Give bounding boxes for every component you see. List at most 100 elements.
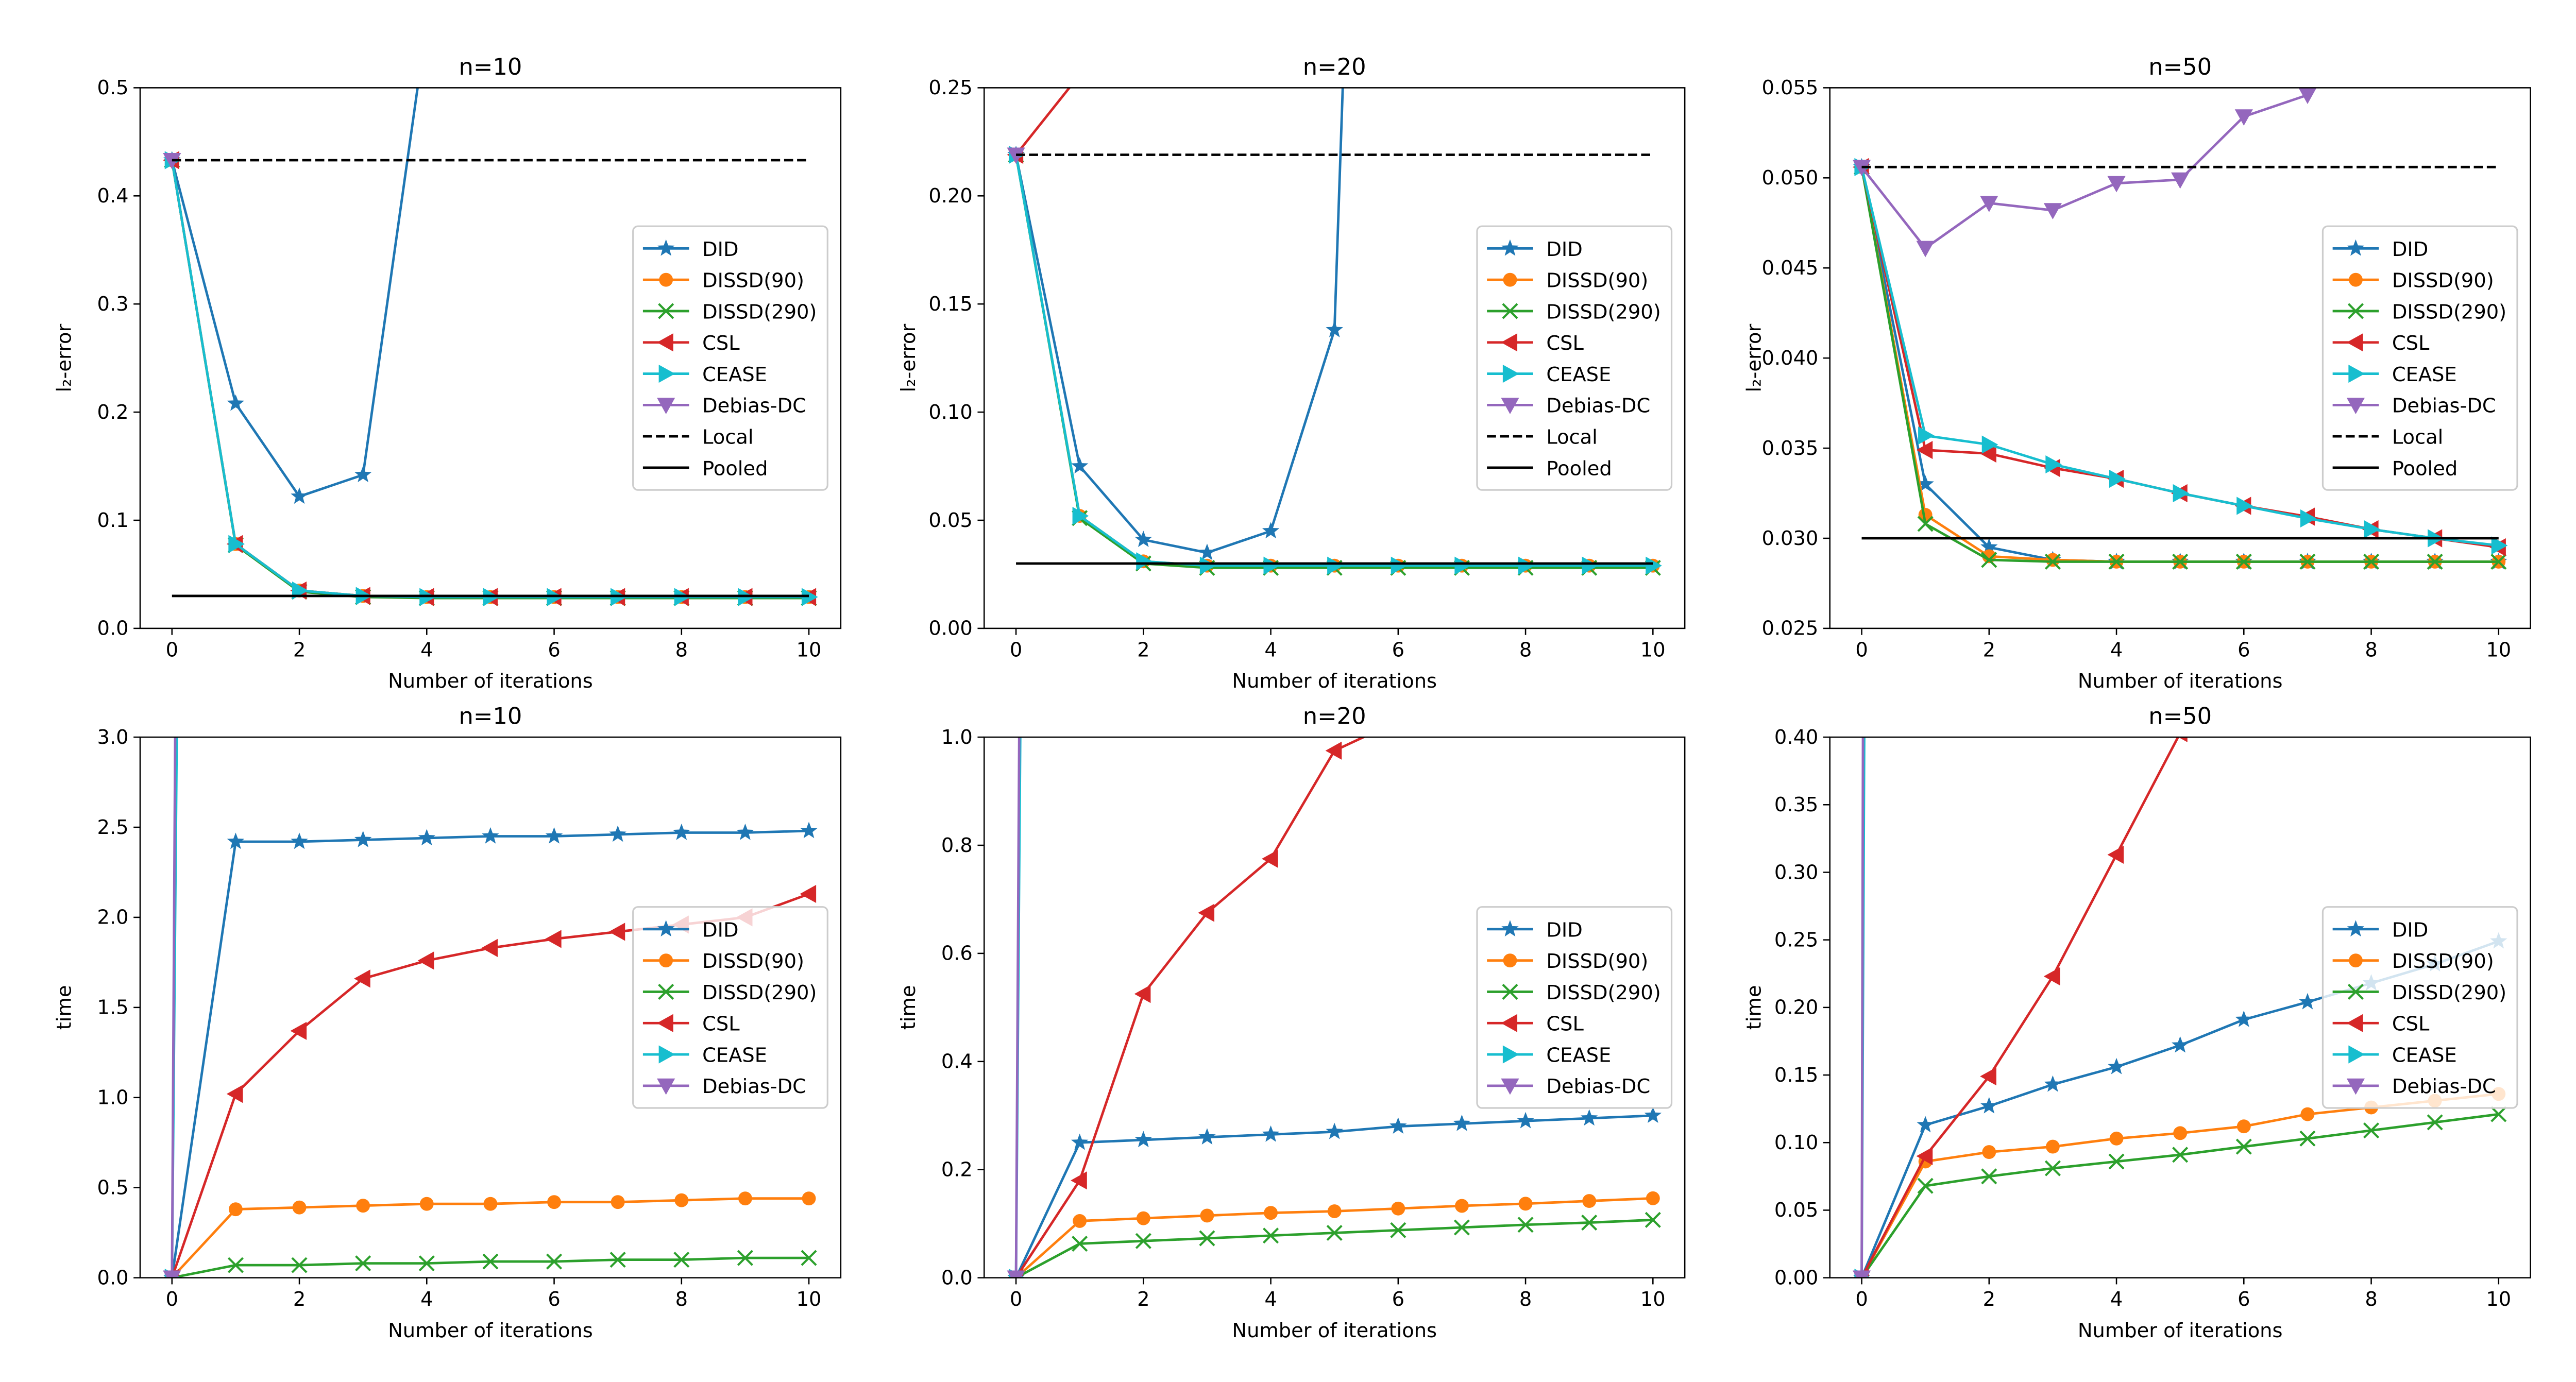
data-point	[1134, 531, 1153, 548]
data-point	[483, 1197, 498, 1211]
legend-label: CSL	[2392, 332, 2430, 355]
x-tick-label: 8	[1519, 1288, 1532, 1311]
y-tick-label: 0.20	[1774, 996, 1818, 1019]
data-point	[1327, 556, 1344, 575]
data-point	[1917, 516, 1934, 532]
data-point	[2108, 553, 2125, 570]
legend-label: Debias-DC	[1546, 1075, 1650, 1098]
x-tick-label: 2	[1137, 638, 1149, 661]
data-point	[1580, 1109, 1598, 1126]
x-axis-label: Number of iterations	[2078, 670, 2283, 693]
legend-label: DID	[702, 918, 738, 942]
legend-marker	[2346, 1014, 2363, 1032]
data-point	[1391, 556, 1408, 575]
y-tick-label: 0.25	[1774, 928, 1818, 951]
data-point	[356, 1199, 370, 1213]
data-point	[1199, 556, 1216, 575]
x-tick-label: 10	[796, 638, 822, 661]
y-tick-label: 0.2	[941, 1158, 973, 1182]
x-axis-label: Number of iterations	[1232, 670, 1437, 693]
x-tick-label: 10	[796, 1288, 822, 1311]
subplot-title: n=10	[459, 53, 522, 80]
y-tick-label: 0.00	[1774, 1266, 1818, 1289]
data-point	[2427, 1114, 2443, 1131]
data-point	[1581, 1215, 1598, 1231]
legend-label: DISSD(290)	[702, 300, 817, 323]
x-tick-label: 2	[293, 1288, 306, 1311]
data-point	[1072, 1235, 1088, 1252]
data-point	[2235, 1010, 2253, 1027]
subplot-title: n=50	[2148, 53, 2212, 80]
data-point	[1135, 1233, 1151, 1249]
legend-label: Debias-DC	[1546, 395, 1650, 418]
legend-label: DID	[2392, 918, 2428, 942]
data-point	[800, 822, 818, 839]
data-point	[1517, 1217, 1534, 1233]
data-point	[2109, 1131, 2124, 1146]
data-point	[2043, 203, 2062, 219]
data-point	[2043, 967, 2060, 986]
y-tick-label: 3.0	[97, 726, 129, 749]
data-point	[1262, 522, 1280, 539]
legend-marker	[657, 239, 675, 256]
data-point	[738, 1191, 752, 1206]
data-point	[611, 1195, 625, 1209]
y-tick-label: 0.5	[97, 1176, 129, 1199]
x-tick-label: 6	[548, 1288, 560, 1311]
data-point	[1980, 1067, 1996, 1086]
data-point	[1325, 741, 1342, 760]
data-point	[673, 823, 690, 840]
y-tick-label: 0.10	[1774, 1131, 1818, 1154]
legend-label: DID	[1546, 238, 1582, 261]
data-point	[1917, 1178, 1934, 1194]
data-point	[2299, 993, 2316, 1010]
data-point	[546, 1253, 563, 1270]
data-point	[1198, 543, 1216, 560]
data-point	[545, 827, 563, 844]
y-tick-label: 0.8	[941, 834, 973, 857]
y-tick-label: 0.05	[928, 509, 972, 532]
subplot-title: n=20	[1303, 702, 1366, 729]
data-point	[673, 1252, 690, 1268]
legend-label: DISSD(90)	[1546, 950, 1648, 973]
data-point	[1007, 147, 1025, 164]
subplot: n=20 Number of iterations l₂-error 0 2 4 6 8 10 0…	[897, 53, 1686, 693]
data-point	[1916, 241, 1935, 258]
data-point	[2044, 1075, 2062, 1092]
legend-marker	[2347, 239, 2365, 256]
subplot-title: n=50	[2148, 702, 2212, 729]
legend: DID DISSD(90) DISSD(290) CSL CEASE Debias-DC L…	[1476, 225, 1673, 491]
subplot: n=10 Number of iterations l₂-error 0 2 4 6 8 10 0…	[53, 53, 842, 693]
data-point	[482, 1253, 499, 1270]
y-tick-label: 0.20	[928, 184, 972, 208]
legend-marker	[658, 364, 675, 383]
y-axis-label: l₂-error	[1742, 324, 1766, 393]
data-point	[354, 969, 370, 988]
data-point	[2172, 1147, 2189, 1163]
data-point	[292, 1200, 307, 1215]
y-tick-label: 1.5	[97, 996, 129, 1019]
data-point	[291, 1257, 308, 1273]
legend-label: Pooled	[702, 457, 768, 480]
x-tick-label: 2	[1137, 1288, 1149, 1311]
x-tick-label: 10	[2486, 638, 2511, 661]
legend-marker	[658, 983, 674, 1000]
data-point	[1134, 1131, 1153, 1148]
plot-area	[1007, 737, 1662, 1278]
y-tick-label: 0.05	[1774, 1199, 1818, 1222]
y-tick-label: 0.40	[1774, 726, 1818, 749]
data-point	[802, 1191, 816, 1206]
data-point	[1007, 1270, 1025, 1278]
x-tick-label: 6	[1392, 638, 1404, 661]
y-tick-label: 0.15	[1774, 1064, 1818, 1087]
data-point	[737, 1250, 753, 1266]
data-point	[1264, 1206, 1278, 1220]
data-point	[163, 152, 181, 169]
legend: DID DISSD(90) DISSD(290) CSL CEASE Debias-DC	[632, 906, 828, 1109]
y-axis-label: l₂-error	[53, 324, 76, 393]
data-point	[1389, 1117, 1407, 1134]
data-point	[1071, 457, 1089, 474]
data-point	[1916, 1147, 1933, 1166]
legend-label: CEASE	[1546, 1044, 1611, 1067]
y-tick-label: 0.30	[1774, 861, 1818, 884]
